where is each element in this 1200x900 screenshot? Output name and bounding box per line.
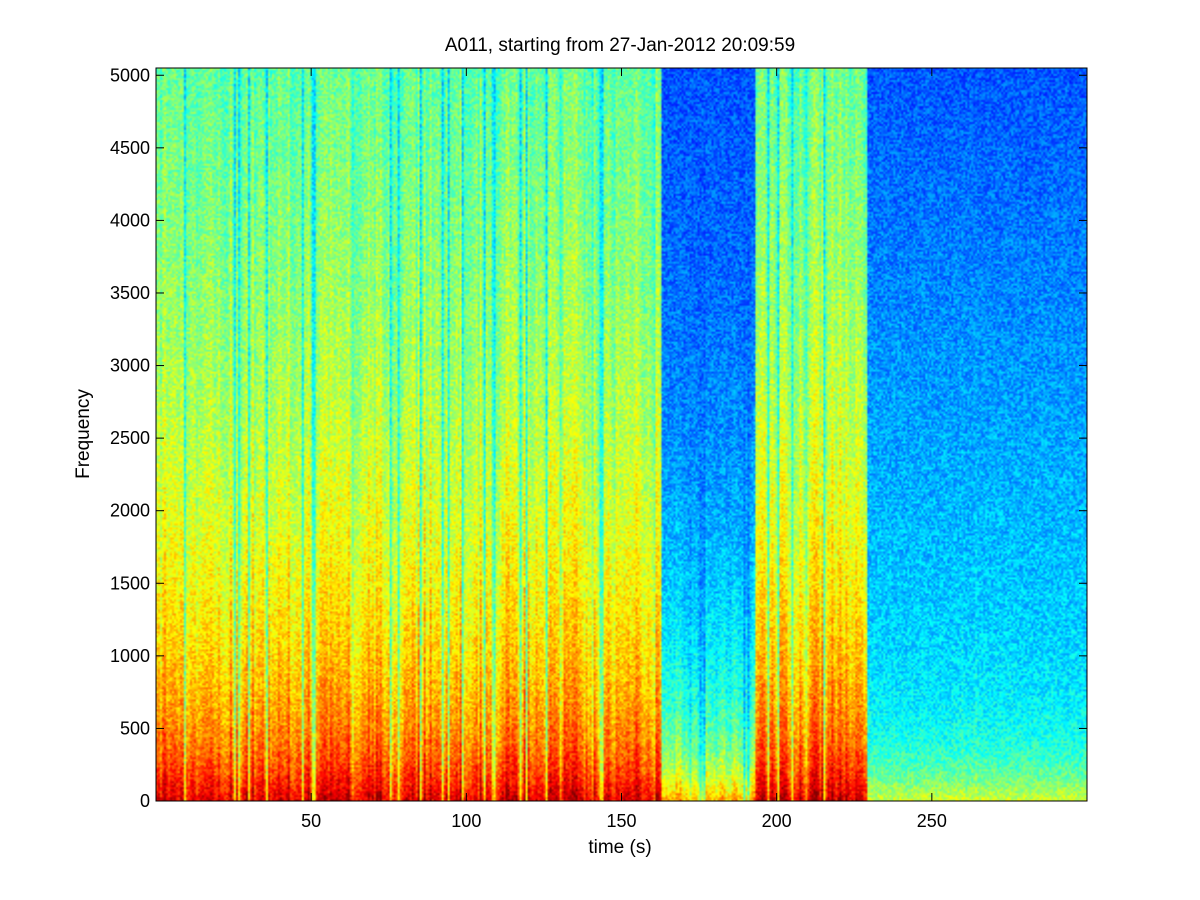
y-tick-label: 4500 — [110, 138, 150, 158]
y-tick-label: 1000 — [110, 646, 150, 666]
x-tick-label: 150 — [606, 811, 636, 831]
plot-area — [155, 67, 1088, 802]
x-tick-label: 100 — [451, 811, 481, 831]
y-tick-label: 3000 — [110, 356, 150, 376]
y-tick-label: 0 — [140, 791, 150, 811]
y-tick-label: 3500 — [110, 283, 150, 303]
x-tick-label: 200 — [762, 811, 792, 831]
y-tick-label: 2500 — [110, 428, 150, 448]
y-tick-label: 5000 — [110, 65, 150, 85]
y-tick-label: 2000 — [110, 501, 150, 521]
y-axis-ticks: 0 500 1000 1500 2000 2500 3000 3500 4000 4500 5000 — [110, 65, 1087, 811]
chart-title: A011, starting from 27-Jan-2012 20:09:59 — [445, 35, 795, 56]
x-tick-label: 50 — [301, 811, 321, 831]
y-axis-label: Frequency — [73, 389, 94, 479]
x-axis-ticks: 50 100 150 200 250 — [301, 68, 947, 831]
x-axis-label: time (s) — [588, 837, 651, 858]
x-tick-label: 250 — [917, 811, 947, 831]
y-tick-label: 4000 — [110, 210, 150, 230]
y-tick-label: 500 — [120, 718, 150, 738]
spectrogram-heatmap — [156, 68, 1087, 801]
y-tick-label: 1500 — [110, 573, 150, 593]
